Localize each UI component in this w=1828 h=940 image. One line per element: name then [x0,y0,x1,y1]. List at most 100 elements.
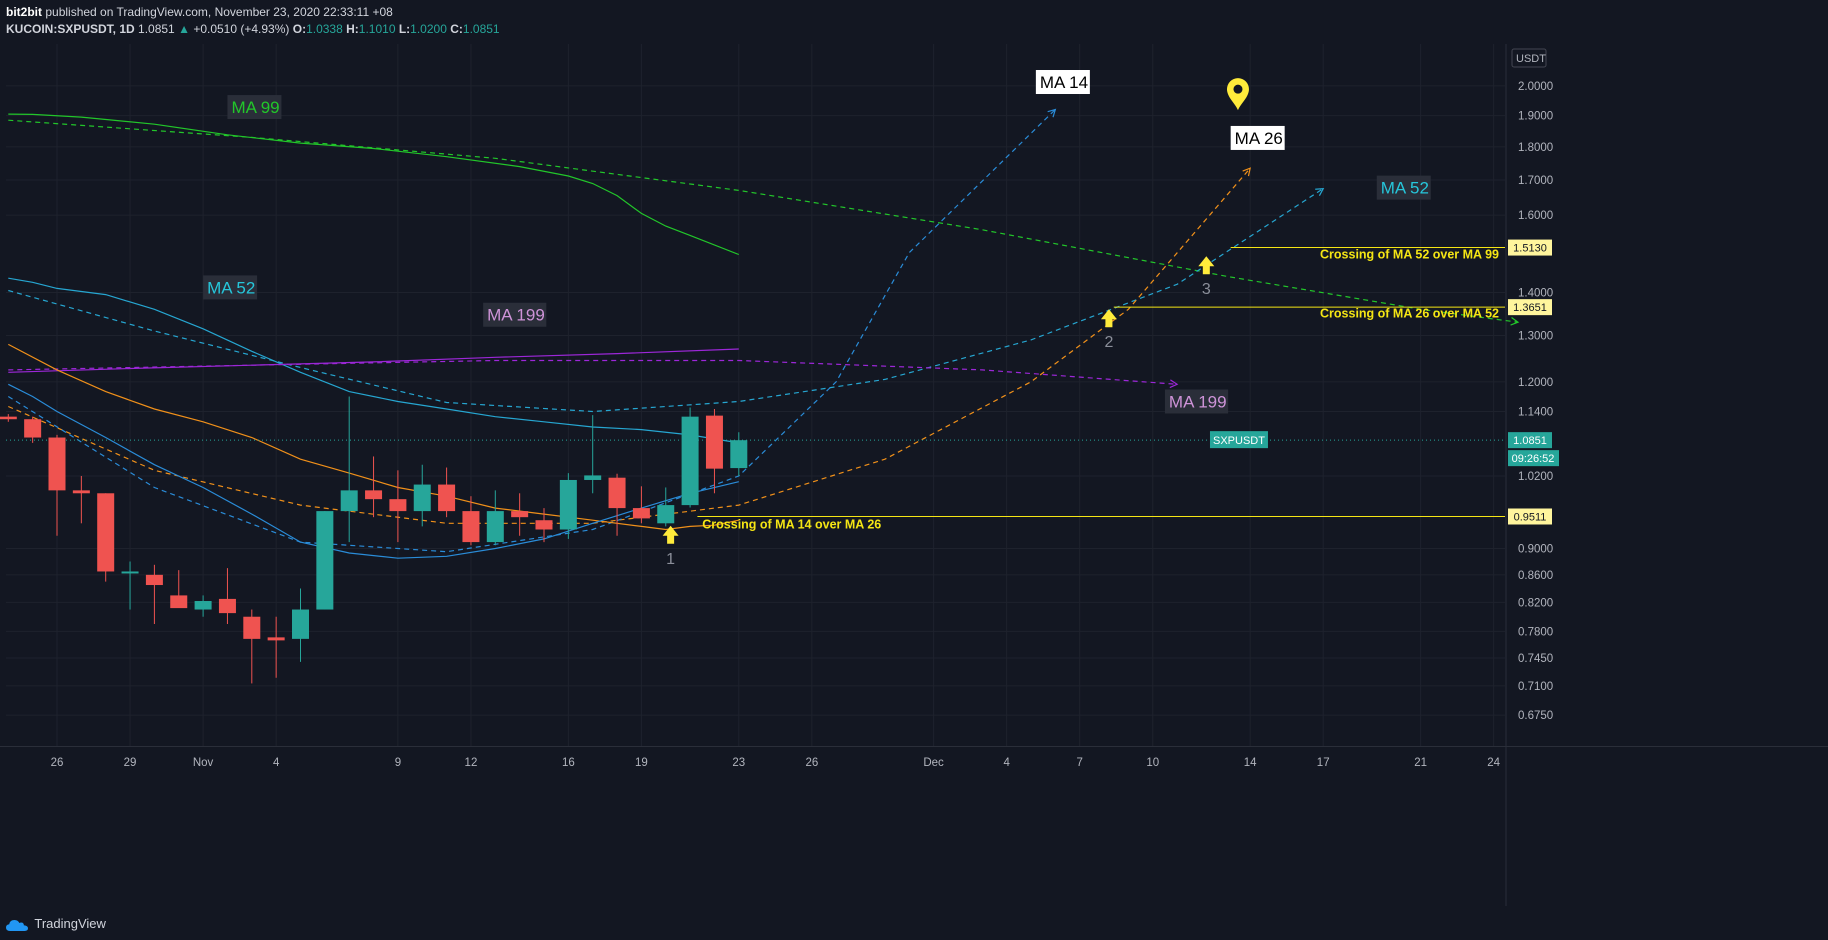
candle-body [267,637,285,641]
time-tick-label: 12 [465,757,478,769]
candle-body [438,484,456,512]
author-name[interactable]: bit2bit [6,5,42,19]
crossing-price-value: 1.5130 [1513,243,1547,255]
price-chart[interactable]: 2.0000 1.9000 1.8000 1.7000 1.6000 1.4000 1.30… [0,40,1828,906]
price-tick-label: 1.8000 [1518,142,1553,154]
ma-label: MA 99 [231,98,279,117]
ma-label-box [1230,125,1285,150]
price-tick-label: 0.7800 [1518,626,1553,638]
candle-body [681,416,699,506]
candle-body [0,416,17,420]
brand-name: TradingView [34,916,106,931]
close-label: C: [450,22,463,36]
candle-body [730,440,748,469]
symbol-tag-box [1209,431,1268,449]
ma-label-box [1376,175,1431,200]
symbol-label[interactable]: KUCOIN:SXPUSDT, 1D [6,22,135,36]
crossing-price-badge [1508,299,1552,316]
candle-body [243,616,261,639]
projection-arrowhead [1315,187,1325,196]
price-tick-label: 2.0000 [1518,81,1553,93]
projection-line [7,109,1056,553]
currency-badge [1511,48,1547,68]
time-tick-label: 29 [124,757,137,769]
high-value: 1.1010 [358,22,396,36]
candle-body [97,493,115,572]
candle-body [389,499,407,512]
ma-series-line [8,383,739,559]
last-price: 1.0851 [138,22,175,36]
time-tick-label: 9 [395,757,401,769]
candle-body [218,598,236,614]
up-arrow-icon [1100,309,1117,328]
candle-body [24,419,42,438]
ma-label: MA 14 [1040,73,1088,92]
candle-body [194,601,212,610]
candle-body [145,574,163,586]
publish-info: bit2bit published on TradingView.com, No… [6,5,393,19]
candle-body [365,490,383,500]
currency-label: USDT [1516,53,1546,65]
ma-series-line [8,348,739,373]
tradingview-cloud-icon [6,919,28,931]
ma-label-box [1164,389,1229,414]
candle-body [316,511,334,610]
last-price-badge [1508,432,1552,449]
time-tick-label: 23 [732,757,745,769]
ma-series-line [8,113,740,256]
time-tick-label: 19 [635,757,648,769]
ma-label: MA 52 [1381,179,1429,198]
crossing-price-value: 1.3651 [1513,302,1547,314]
projection-line [8,119,1519,323]
candle-body [608,477,626,509]
high-label: H: [346,22,359,36]
price-tick-label: 0.7100 [1518,681,1553,693]
price-change: +0.0510 (+4.93%) [193,22,290,36]
price-tick-label: 1.0200 [1518,471,1553,483]
projection-arrowhead [1510,317,1520,326]
up-triangle-icon: ▲ [178,22,190,36]
candle-body [584,475,602,480]
ma-series-line [8,277,739,444]
candle-body [413,484,431,512]
ma-label-box [1035,70,1090,95]
ma-label-box [227,95,282,120]
crossing-label: Crossing of MA 26 over MA 52 [1320,307,1499,321]
candle-body [340,490,358,512]
crossing-marker-number: 3 [1202,281,1211,298]
crossing-label: Crossing of MA 52 over MA 99 [1320,247,1499,261]
price-tick-label: 0.8600 [1518,570,1553,582]
location-pin-icon [1226,78,1249,111]
chart-header: bit2bit published on TradingView.com, No… [0,0,1828,40]
low-label: L: [398,22,411,36]
time-tick-label: Nov [193,757,214,769]
ma-label: MA 26 [1235,129,1283,148]
price-tick-label: 1.3000 [1518,330,1553,342]
candle-body [462,511,480,543]
candle-body [170,595,188,609]
countdown-timer: 09:26:52 [1512,453,1555,465]
time-tick-label: 14 [1244,757,1257,769]
candle-body [72,490,90,494]
time-tick-label: 10 [1146,757,1159,769]
price-tick-label: 0.8200 [1518,597,1553,609]
time-tick-label: 16 [562,757,575,769]
candle-body [559,479,577,530]
time-tick-label: 7 [1076,757,1082,769]
time-tick-label: 4 [1003,757,1010,769]
countdown-badge [1508,450,1559,467]
price-tick-label: 1.9000 [1518,111,1553,123]
tradingview-logo[interactable]: TradingView [6,916,106,932]
price-tick-label: 0.6750 [1518,710,1553,722]
crossing-price-badge [1508,239,1552,256]
chart-footer: TradingView [0,906,1828,940]
candle-body [535,520,553,530]
published-text: published on TradingView.com, November 2… [45,5,393,19]
last-price-value: 1.0851 [1513,435,1547,447]
time-tick-label: Dec [923,757,944,769]
open-value: 1.0338 [306,22,343,36]
close-value: 1.0851 [462,22,500,36]
crossing-price-value: 0.9511 [1514,511,1547,523]
time-tick-label: 4 [273,757,280,769]
chart-background [0,40,1828,906]
